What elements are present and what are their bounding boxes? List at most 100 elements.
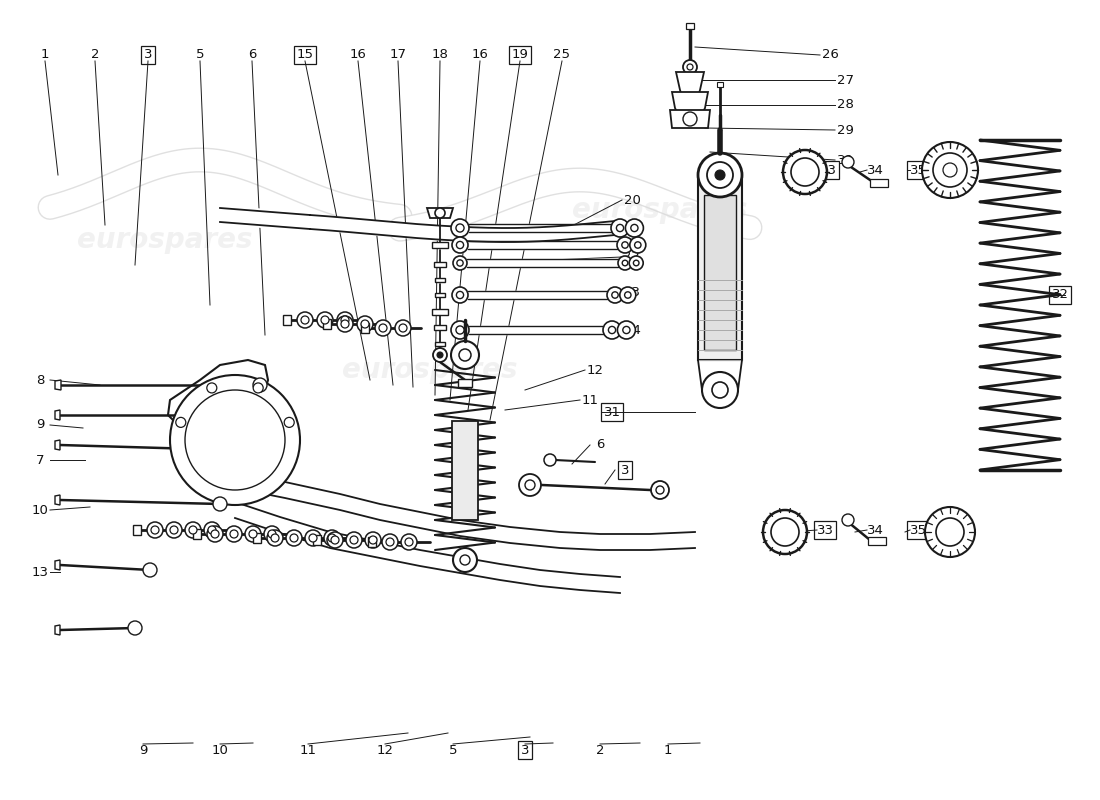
Circle shape [395, 320, 411, 336]
Polygon shape [168, 360, 268, 438]
Text: 34: 34 [867, 163, 883, 177]
Circle shape [350, 536, 358, 544]
Circle shape [623, 260, 628, 266]
Circle shape [185, 522, 201, 538]
Circle shape [207, 383, 217, 393]
Circle shape [368, 536, 377, 544]
Circle shape [337, 312, 353, 328]
Text: 28: 28 [837, 98, 854, 111]
Text: 33: 33 [816, 523, 834, 537]
Bar [361, 323, 368, 333]
Polygon shape [676, 72, 704, 102]
Text: 29: 29 [837, 123, 854, 137]
Polygon shape [55, 440, 60, 450]
Circle shape [321, 316, 329, 324]
Text: 19: 19 [512, 49, 528, 62]
Circle shape [271, 534, 279, 542]
Text: 22: 22 [624, 250, 640, 263]
Circle shape [268, 530, 276, 538]
Bar [192, 529, 201, 539]
Text: 15: 15 [297, 49, 313, 62]
Circle shape [617, 321, 636, 339]
Circle shape [626, 219, 644, 237]
Text: eurospares: eurospares [77, 226, 253, 254]
Circle shape [651, 481, 669, 499]
Circle shape [437, 352, 443, 358]
Circle shape [616, 224, 624, 232]
Circle shape [128, 621, 142, 635]
Text: 7: 7 [35, 454, 44, 466]
Circle shape [783, 150, 827, 194]
Circle shape [621, 242, 628, 248]
Circle shape [842, 156, 854, 168]
Polygon shape [55, 625, 60, 635]
Text: 26: 26 [822, 49, 838, 62]
Text: 1: 1 [663, 743, 672, 757]
Circle shape [286, 530, 302, 546]
Circle shape [341, 316, 349, 324]
Bar [133, 525, 141, 535]
Bar [717, 82, 723, 87]
Circle shape [936, 518, 964, 546]
Text: 20: 20 [624, 194, 640, 206]
Circle shape [147, 522, 163, 538]
Circle shape [305, 530, 321, 546]
Circle shape [375, 320, 390, 336]
Text: 32: 32 [1052, 289, 1068, 302]
Text: 5: 5 [196, 49, 205, 62]
Circle shape [327, 532, 343, 548]
Circle shape [455, 326, 464, 334]
Circle shape [170, 526, 178, 534]
Text: 2: 2 [596, 743, 604, 757]
Circle shape [519, 474, 541, 496]
Circle shape [185, 390, 285, 490]
Circle shape [297, 312, 313, 328]
Circle shape [386, 538, 394, 546]
Circle shape [623, 326, 630, 334]
Circle shape [379, 324, 387, 332]
Circle shape [405, 538, 412, 546]
Circle shape [341, 320, 349, 328]
Circle shape [267, 530, 283, 546]
Circle shape [189, 526, 197, 534]
Bar [452, 421, 478, 520]
Circle shape [460, 555, 470, 565]
Circle shape [245, 526, 261, 542]
Circle shape [309, 534, 317, 542]
Circle shape [456, 260, 463, 266]
Circle shape [346, 532, 362, 548]
Text: 36: 36 [955, 523, 971, 537]
Bar [704, 195, 736, 350]
Text: 33: 33 [820, 163, 836, 177]
Circle shape [525, 480, 535, 490]
Polygon shape [55, 560, 60, 570]
Circle shape [607, 287, 623, 303]
Text: 23: 23 [624, 286, 640, 298]
Bar [314, 535, 321, 545]
Circle shape [451, 321, 469, 339]
Bar [368, 537, 376, 547]
Circle shape [337, 316, 353, 332]
Text: 10: 10 [32, 503, 48, 517]
Circle shape [230, 530, 238, 538]
Text: 3: 3 [620, 463, 629, 477]
Circle shape [698, 153, 742, 197]
Circle shape [324, 530, 340, 546]
Circle shape [358, 316, 373, 332]
Circle shape [683, 112, 697, 126]
Polygon shape [55, 495, 60, 505]
Circle shape [459, 349, 471, 361]
Text: 12: 12 [376, 743, 394, 757]
Text: eurospares: eurospares [342, 356, 518, 384]
Text: 31: 31 [604, 406, 620, 418]
Circle shape [253, 383, 263, 393]
Circle shape [399, 324, 407, 332]
Circle shape [617, 237, 632, 253]
Circle shape [612, 292, 618, 298]
Circle shape [842, 514, 854, 526]
Polygon shape [670, 110, 710, 128]
Circle shape [455, 224, 464, 232]
Text: 16: 16 [350, 49, 366, 62]
Text: 11: 11 [299, 743, 317, 757]
Circle shape [683, 60, 697, 74]
